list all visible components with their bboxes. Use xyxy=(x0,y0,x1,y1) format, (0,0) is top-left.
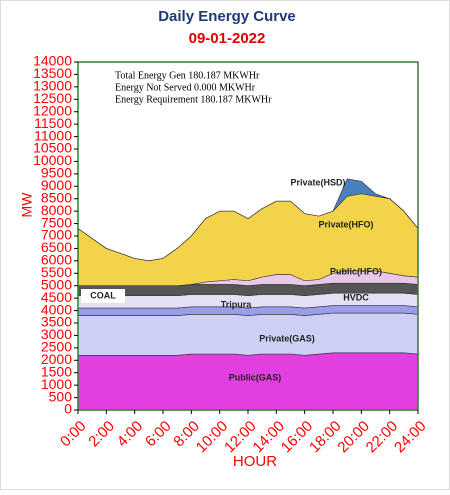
y-tick-label: 4500 xyxy=(41,289,72,305)
area-label: Tripura xyxy=(221,299,253,309)
y-tick-label: 12500 xyxy=(33,90,72,106)
y-tick-label: 12000 xyxy=(33,102,72,118)
y-tick-label: 500 xyxy=(49,388,73,404)
y-tick-label: 9500 xyxy=(41,165,72,181)
y-tick-label: 3500 xyxy=(41,314,72,330)
y-tick-label: 2500 xyxy=(41,339,72,355)
area-label: COAL xyxy=(90,290,116,300)
y-tick-label: 6000 xyxy=(41,252,72,268)
y-tick-label: 7000 xyxy=(41,227,72,243)
area-label: HVDC xyxy=(343,292,369,302)
y-tick-label: 1500 xyxy=(41,363,72,379)
y-tick-label: 14000 xyxy=(33,53,72,69)
y-tick-label: 10500 xyxy=(33,140,72,156)
area-label: Private(GAS) xyxy=(259,333,315,343)
chart-title: Daily Energy Curve xyxy=(158,8,296,25)
x-axis-label: HOUR xyxy=(233,453,277,470)
y-tick-label: 13000 xyxy=(33,78,72,94)
y-tick-label: 13500 xyxy=(33,65,72,81)
y-tick-label: 11500 xyxy=(34,115,72,131)
y-tick-label: 11000 xyxy=(34,127,72,143)
annotation: Energy Not Served 0.000 MKWHr xyxy=(115,82,256,93)
area-label: Private(HFO) xyxy=(318,219,373,229)
y-tick-label: 5500 xyxy=(41,264,72,280)
y-tick-label: 7500 xyxy=(41,214,72,230)
label-box xyxy=(81,289,125,303)
area-label: Public(HFO) xyxy=(330,266,382,276)
y-tick-label: 5000 xyxy=(41,276,72,292)
area-label: Public(GAS) xyxy=(229,372,282,382)
area-label: Private(HSD) xyxy=(290,177,345,187)
y-axis-label: MW xyxy=(19,192,35,218)
y-tick-label: 4000 xyxy=(41,301,72,317)
y-tick-label: 9000 xyxy=(41,177,72,193)
y-tick-label: 10000 xyxy=(33,152,72,168)
y-tick-label: 3000 xyxy=(41,326,72,342)
y-tick-label: 8000 xyxy=(41,202,72,218)
y-tick-label: 1000 xyxy=(41,376,72,392)
annotation: Total Energy Gen 180.187 MKWHr xyxy=(115,70,260,81)
area xyxy=(77,312,419,356)
y-tick-label: 2000 xyxy=(41,351,72,367)
y-tick-label: 8500 xyxy=(41,189,72,205)
y-tick-label: 6500 xyxy=(41,239,72,255)
chart-subtitle: 09-01-2022 xyxy=(189,30,266,47)
y-tick-label: 0 xyxy=(64,401,72,417)
annotation: Energy Requirement 180.187 MKWHr xyxy=(115,94,272,105)
